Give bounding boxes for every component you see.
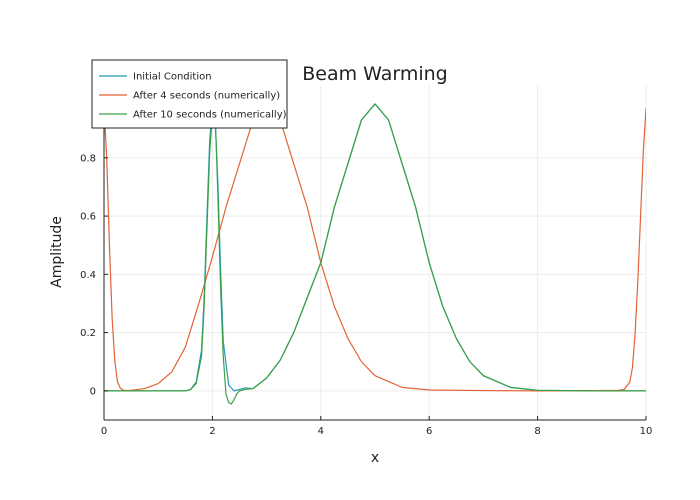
- series-line-3: [104, 103, 646, 405]
- x-tick-label: 10: [640, 426, 653, 437]
- y-tick-label: 0.2: [80, 328, 96, 339]
- x-tick-label: 8: [534, 426, 540, 437]
- axes: [103, 85, 646, 421]
- ticks: 0 2 4 6 8 10 0 0.2 0.4 0.6 0.8: [80, 153, 652, 437]
- series-line-2: [104, 103, 646, 392]
- legend-label-3: After 10 seconds (numerically): [133, 110, 287, 121]
- legend-label-2: After 4 seconds (numerically): [133, 91, 280, 102]
- x-tick-label: 4: [318, 426, 324, 437]
- x-axis-label: x: [371, 450, 379, 466]
- y-tick-label: 0.4: [80, 270, 96, 281]
- legend-box: [91, 59, 288, 129]
- x-tick-label: 0: [101, 426, 107, 437]
- grid: [103, 85, 647, 420]
- legend-label-1: Initial Condition: [133, 72, 212, 83]
- y-tick-label: 0.6: [80, 212, 96, 223]
- chart-title: Beam Warming: [302, 63, 448, 85]
- y-axis-label: Amplitude: [49, 216, 65, 288]
- x-tick-label: 6: [426, 426, 432, 437]
- x-tick-label: 2: [209, 426, 215, 437]
- series-layer: [104, 103, 646, 405]
- y-tick-label: 0.8: [80, 153, 96, 164]
- legend: Initial Condition After 4 seconds (numeri…: [91, 59, 288, 129]
- y-tick-label: 0: [90, 386, 96, 397]
